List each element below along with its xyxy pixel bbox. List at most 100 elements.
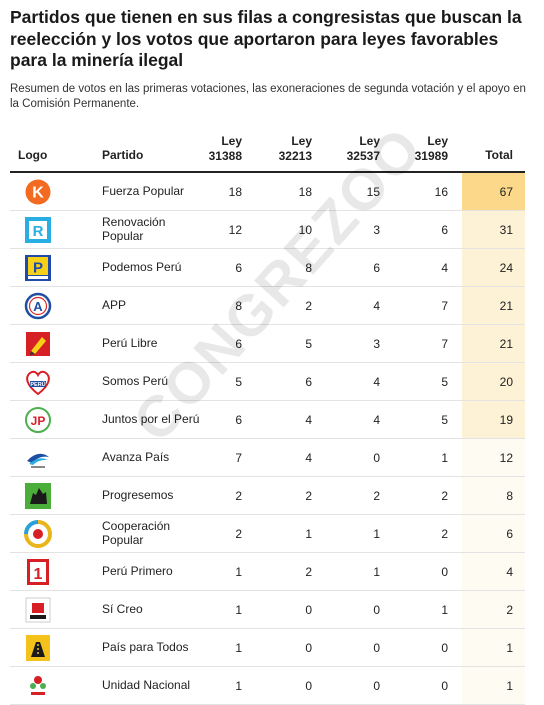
party-name: Unidad Nacional bbox=[102, 677, 191, 692]
avanza-pais-logo bbox=[16, 439, 60, 476]
party-name: Progresemos bbox=[102, 487, 174, 502]
svg-text:PERÚ: PERÚ bbox=[30, 381, 45, 388]
podemos-peru-logo: P bbox=[16, 249, 60, 286]
law-vote-count: 12 bbox=[228, 222, 242, 237]
law-vote-count: 5 bbox=[441, 412, 448, 427]
header-law-32537: Ley 32537 bbox=[346, 134, 380, 163]
table-row: Sí Creo 1 0 0 1 2 bbox=[10, 591, 525, 629]
party-name: País para Todos bbox=[102, 639, 189, 654]
law-vote-count: 4 bbox=[441, 260, 448, 275]
law-vote-count: 2 bbox=[235, 526, 242, 541]
total-count: 19 bbox=[462, 401, 525, 438]
total-count: 31 bbox=[462, 211, 525, 248]
law-vote-count: 2 bbox=[235, 488, 242, 503]
law-vote-count: 2 bbox=[441, 526, 448, 541]
law-vote-count: 16 bbox=[434, 184, 448, 199]
party-name: APP bbox=[102, 297, 127, 312]
law-vote-count: 4 bbox=[305, 450, 312, 465]
law-vote-count: 1 bbox=[235, 640, 242, 655]
table-row: Perú Libre 6 5 3 7 21 bbox=[10, 325, 525, 363]
law-vote-count: 0 bbox=[373, 602, 380, 617]
peru-libre-logo bbox=[16, 325, 60, 362]
law-vote-count: 0 bbox=[441, 678, 448, 693]
unidad-nacional-logo bbox=[16, 667, 60, 704]
law-vote-count: 6 bbox=[441, 222, 448, 237]
svg-text:K: K bbox=[32, 184, 44, 201]
page-title: Partidos que tienen en sus filas a congr… bbox=[10, 7, 522, 70]
table-row: Progresemos 2 2 2 2 8 bbox=[10, 477, 525, 515]
table-row: A APP 8 2 4 7 21 bbox=[10, 287, 525, 325]
total-count: 20 bbox=[462, 363, 525, 400]
total-count: 12 bbox=[462, 439, 525, 476]
law-vote-count: 15 bbox=[366, 184, 380, 199]
law-vote-count: 7 bbox=[441, 336, 448, 351]
page-subtitle: Resumen de votos en las primeras votacio… bbox=[10, 83, 526, 110]
law-vote-count: 1 bbox=[441, 602, 448, 617]
total-count: 8 bbox=[462, 477, 525, 514]
header-logo: Logo bbox=[18, 148, 48, 162]
total-count: 1 bbox=[462, 667, 525, 704]
total-count: 21 bbox=[462, 325, 525, 362]
law-vote-count: 2 bbox=[373, 488, 380, 503]
law-vote-count: 6 bbox=[373, 260, 380, 275]
cooperacion-popular-logo bbox=[16, 515, 60, 552]
law-vote-count: 5 bbox=[235, 374, 242, 389]
law-vote-count: 0 bbox=[373, 450, 380, 465]
law-vote-count: 6 bbox=[235, 260, 242, 275]
law-vote-count: 6 bbox=[235, 412, 242, 427]
total-count: 21 bbox=[462, 287, 525, 324]
svg-text:P: P bbox=[33, 259, 43, 276]
somos-peru-logo: PERÚ bbox=[16, 363, 60, 400]
si-creo-logo bbox=[16, 591, 60, 628]
header-law-31989: Ley 31989 bbox=[414, 134, 448, 163]
svg-text:R: R bbox=[33, 223, 44, 240]
total-count: 1 bbox=[462, 629, 525, 666]
law-vote-count: 7 bbox=[441, 298, 448, 313]
party-name: Fuerza Popular bbox=[102, 183, 185, 198]
party-name: Renovación Popular bbox=[102, 215, 166, 243]
table-row: P Podemos Perú 6 8 6 4 24 bbox=[10, 249, 525, 287]
header-total: Total bbox=[485, 148, 513, 162]
law-vote-count: 2 bbox=[441, 488, 448, 503]
table-row: R Renovación Popular 12 10 3 6 31 bbox=[10, 211, 525, 249]
table-row: País para Todos 1 0 0 0 1 bbox=[10, 629, 525, 667]
law-vote-count: 8 bbox=[235, 298, 242, 313]
app-logo: A bbox=[16, 287, 60, 324]
law-vote-count: 1 bbox=[235, 602, 242, 617]
law-vote-count: 1 bbox=[373, 564, 380, 579]
law-vote-count: 0 bbox=[305, 678, 312, 693]
party-name: Avanza País bbox=[102, 449, 170, 464]
svg-text:1: 1 bbox=[34, 566, 43, 583]
law-vote-count: 5 bbox=[305, 336, 312, 351]
total-count: 2 bbox=[462, 591, 525, 628]
law-vote-count: 8 bbox=[305, 260, 312, 275]
party-name: Cooperación Popular bbox=[102, 519, 171, 547]
header-law-31388: Ley 31388 bbox=[208, 134, 242, 163]
table-body: K Fuerza Popular 18 18 15 16 67 R Renovación Pop… bbox=[10, 173, 525, 705]
table-row: Avanza País 7 4 0 1 12 bbox=[10, 439, 525, 477]
renovacion-popular-logo: R bbox=[16, 211, 60, 248]
svg-text:JP: JP bbox=[31, 414, 46, 428]
law-vote-count: 0 bbox=[441, 564, 448, 579]
total-count: 24 bbox=[462, 249, 525, 286]
law-vote-count: 4 bbox=[305, 412, 312, 427]
table-row: K Fuerza Popular 18 18 15 16 67 bbox=[10, 173, 525, 211]
law-vote-count: 0 bbox=[373, 640, 380, 655]
law-vote-count: 5 bbox=[441, 374, 448, 389]
law-vote-count: 18 bbox=[228, 184, 242, 199]
law-vote-count: 2 bbox=[305, 298, 312, 313]
total-count: 4 bbox=[462, 553, 525, 590]
header-party: Partido bbox=[102, 148, 144, 162]
votes-table: Logo Partido Ley 31388 Ley 32213 Ley 32537 … bbox=[10, 128, 525, 705]
table-row: 1 Perú Primero 1 2 1 0 4 bbox=[10, 553, 525, 591]
law-vote-count: 1 bbox=[235, 564, 242, 579]
law-vote-count: 18 bbox=[298, 184, 312, 199]
progresemos-logo bbox=[16, 477, 60, 514]
party-name: Sí Creo bbox=[102, 601, 143, 616]
party-name: Perú Libre bbox=[102, 335, 158, 350]
law-vote-count: 6 bbox=[305, 374, 312, 389]
fuerza-popular-logo: K bbox=[16, 173, 60, 210]
svg-text:A: A bbox=[33, 299, 43, 314]
law-vote-count: 0 bbox=[373, 678, 380, 693]
law-vote-count: 1 bbox=[373, 526, 380, 541]
